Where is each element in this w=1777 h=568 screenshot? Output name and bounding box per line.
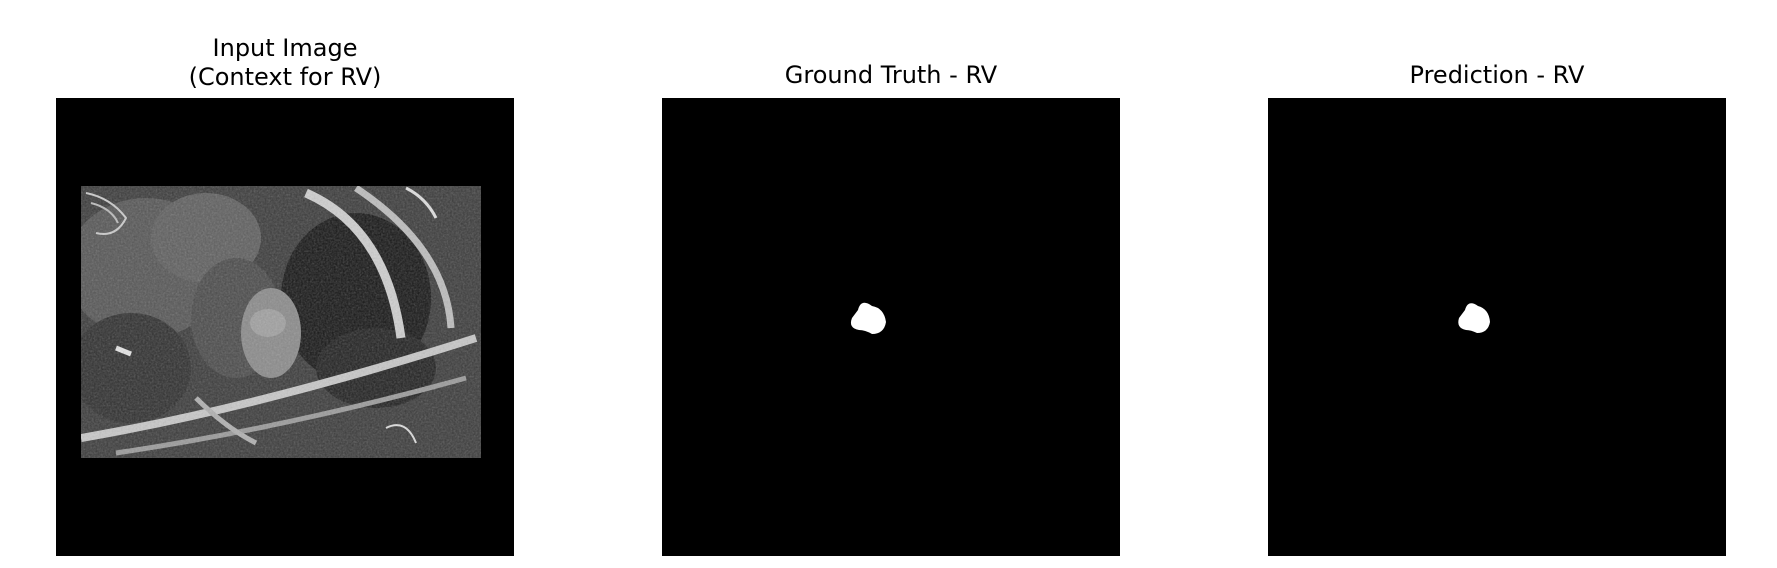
input-image-title: Input Image (Context for RV) bbox=[56, 34, 514, 92]
mri-slice-image bbox=[56, 98, 514, 556]
input-image-title-line2: (Context for RV) bbox=[188, 63, 382, 91]
input-image-panel: Input Image (Context for RV) bbox=[56, 0, 514, 568]
prediction-panel: Prediction - RV bbox=[1268, 0, 1726, 568]
ground-truth-panel: Ground Truth - RV bbox=[662, 0, 1120, 568]
input-image-frame bbox=[56, 98, 514, 556]
ground-truth-title: Ground Truth - RV bbox=[784, 61, 998, 89]
prediction-title: Prediction - RV bbox=[1409, 61, 1585, 89]
prediction-mask bbox=[1268, 98, 1726, 556]
ground-truth-frame bbox=[662, 98, 1120, 556]
ground-truth-mask bbox=[662, 98, 1120, 556]
rv-mask-blob bbox=[850, 302, 886, 334]
input-image-title-line1: Input Image bbox=[212, 34, 358, 62]
rv-mask-blob bbox=[1458, 303, 1490, 333]
prediction-frame bbox=[1268, 98, 1726, 556]
